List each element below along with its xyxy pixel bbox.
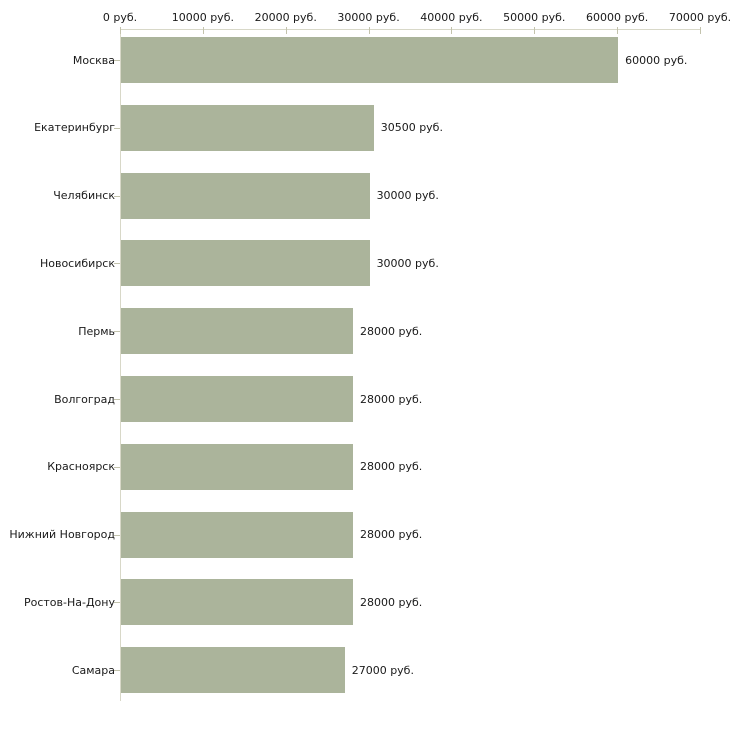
y-tick-mark	[114, 466, 120, 468]
value-label: 28000 руб.	[360, 460, 423, 474]
category-label: Новосибирск	[39, 256, 115, 270]
category-label: Ростов-На-Дону	[23, 595, 115, 609]
value-label: 28000 руб.	[360, 392, 423, 406]
bar	[121, 37, 619, 83]
value-label: 28000 руб.	[360, 324, 423, 338]
bar	[121, 376, 353, 422]
bar	[121, 511, 353, 558]
x-axis-line	[120, 29, 701, 30]
value-label: 27000 руб.	[351, 663, 414, 677]
value-label: 60000 руб.	[625, 53, 688, 67]
x-tick-label: 60000 руб.	[586, 11, 649, 24]
bar	[121, 443, 353, 490]
y-tick-mark	[114, 60, 120, 61]
x-tick-label: 20000 руб.	[254, 11, 317, 24]
x-tick-mark	[617, 27, 619, 34]
value-label: 28000 руб.	[360, 595, 423, 609]
category-label: Челябинск	[53, 189, 115, 203]
y-tick-mark	[114, 331, 120, 333]
y-tick-mark	[114, 195, 120, 197]
value-label: 30000 руб.	[376, 256, 439, 270]
category-label: Екатеринбург	[34, 121, 115, 135]
y-tick-mark	[114, 602, 120, 604]
y-tick-mark	[114, 670, 120, 672]
y-axis-line	[120, 29, 121, 701]
x-tick-label: 70000 руб.	[668, 11, 730, 24]
bar	[121, 172, 370, 219]
category-label: Волгоград	[54, 392, 115, 406]
value-label: 30500 руб.	[380, 121, 443, 135]
x-tick-mark	[700, 27, 701, 34]
x-tick-mark	[120, 27, 121, 34]
x-tick-mark	[202, 27, 204, 34]
x-tick-mark	[534, 27, 536, 34]
bar	[121, 240, 370, 287]
x-tick-mark	[285, 27, 287, 34]
bar	[121, 579, 353, 626]
x-tick-label: 40000 руб.	[420, 11, 483, 24]
value-label: 30000 руб.	[376, 189, 439, 203]
x-tick-label: 50000 руб.	[503, 11, 566, 24]
bar	[121, 647, 345, 694]
y-tick-mark	[114, 534, 120, 536]
bar	[121, 308, 353, 355]
category-label: Самара	[71, 663, 115, 677]
category-label: Красноярск	[47, 460, 115, 474]
x-tick-mark	[451, 27, 453, 34]
category-label: Пермь	[78, 324, 115, 338]
y-tick-mark	[114, 263, 120, 265]
y-tick-mark	[114, 127, 120, 129]
value-label: 28000 руб.	[360, 528, 423, 542]
x-tick-mark	[368, 27, 370, 34]
category-label: Москва	[72, 53, 115, 67]
y-tick-mark	[114, 399, 120, 400]
x-tick-label: 0 руб.	[102, 11, 138, 24]
bar	[121, 104, 374, 151]
x-tick-label: 30000 руб.	[337, 11, 400, 24]
x-tick-label: 10000 руб.	[171, 11, 234, 24]
category-label: Нижний Новгород	[9, 528, 115, 542]
